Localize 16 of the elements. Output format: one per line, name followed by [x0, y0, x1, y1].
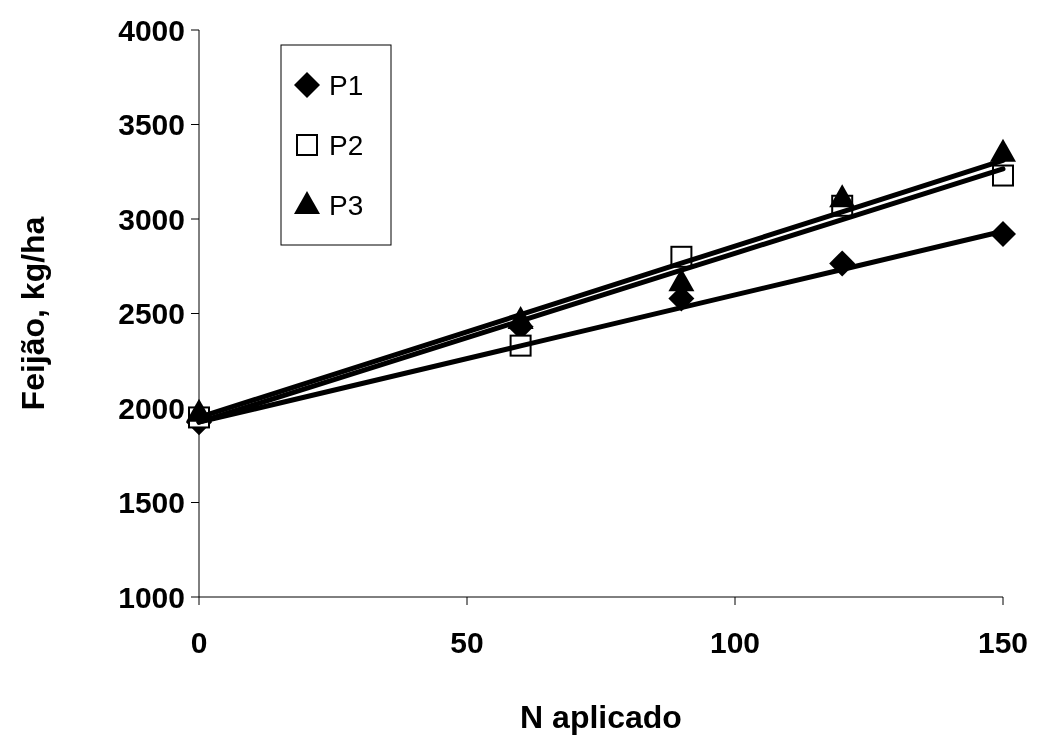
y-axis-title: Feijão, kg/ha	[15, 216, 51, 411]
y-tick-label: 3500	[118, 108, 185, 141]
y-tick-label: 4000	[118, 13, 185, 47]
legend-label: P2	[329, 129, 364, 161]
x-tick-label: 50	[450, 626, 484, 659]
x-tick-label: 100	[709, 626, 761, 659]
y-tick-label: 3000	[118, 202, 185, 236]
x-axis-title: N aplicado	[520, 699, 682, 735]
x-tick-label: 0	[190, 626, 208, 659]
legend-label: P1	[329, 69, 364, 101]
x-tick-label: 150	[977, 626, 1029, 659]
y-tick-label: 2500	[118, 297, 185, 330]
y-tick-label: 2000	[118, 391, 185, 425]
y-tick-label: 1000	[118, 580, 185, 614]
y-tick-label: 1500	[118, 486, 185, 519]
legend-label: P3	[329, 189, 364, 221]
